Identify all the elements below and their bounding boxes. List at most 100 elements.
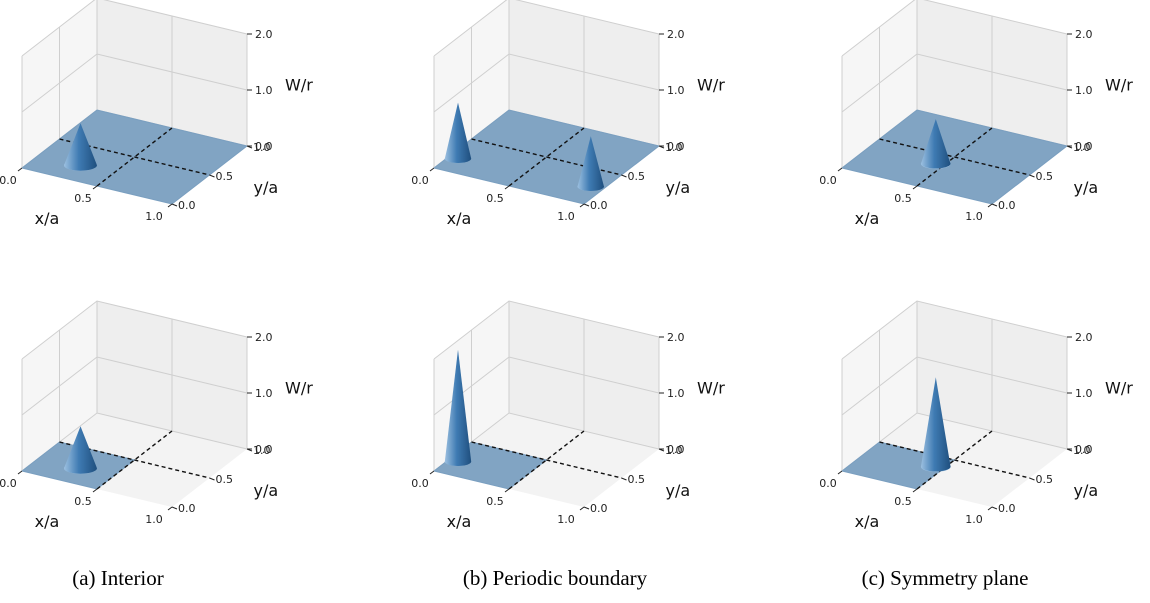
panel-1-2: 0.00.51.0x/a0.00.51.0y/a0.01.02.0W/r: [819, 300, 1133, 531]
cone-0: [444, 349, 472, 467]
x-tick-label: 1.0: [145, 513, 163, 526]
y-tick-mark: [621, 477, 627, 481]
z-tick-label: 0.0: [1075, 140, 1093, 153]
x-tick-label: 0.0: [411, 477, 429, 490]
y-tick-label: 0.5: [216, 170, 234, 183]
x-tick-label: 0.0: [819, 477, 837, 490]
cone-body: [444, 349, 472, 467]
y-tick-label: 0.0: [590, 199, 608, 212]
z-tick-label: 2.0: [255, 331, 273, 344]
dashed-line-x: [96, 430, 173, 490]
panel-0-0: 0.00.51.0x/a0.00.51.0y/a0.01.02.0W/r: [0, 0, 313, 228]
y-tick-label: 0.5: [628, 170, 646, 183]
dashed-line-x: [508, 127, 585, 187]
x-tick-label: 0.0: [0, 477, 17, 490]
caption-1: (b) Periodic boundary: [463, 566, 648, 590]
z-tick-label: 1.0: [667, 387, 685, 400]
dashed-line-x: [916, 430, 993, 490]
y-tick-label: 0.0: [998, 199, 1016, 212]
z-tick-label: 0.0: [255, 443, 273, 456]
dashed-line-x: [508, 430, 585, 490]
y-tick-mark: [171, 506, 178, 510]
cone-0: [444, 102, 472, 163]
y-tick-label: 0.0: [998, 502, 1016, 515]
cone-1: [577, 136, 604, 192]
x-tick-label: 0.5: [74, 192, 92, 205]
x-axis-label: x/a: [855, 209, 880, 228]
panel-0-2: 0.00.51.0x/a0.00.51.0y/a0.01.02.0W/r: [819, 0, 1133, 228]
x-tick-mark: [579, 506, 585, 511]
z-tick-label: 1.0: [1075, 387, 1093, 400]
x-tick-mark: [837, 470, 843, 475]
pane-edge: [433, 0, 660, 57]
cone-body: [920, 377, 951, 472]
x-tick-mark: [17, 470, 23, 475]
y-tick-mark: [583, 506, 590, 510]
dashed-line-x: [96, 127, 173, 187]
x-tick-label: 0.5: [74, 495, 92, 508]
y-tick-label: 0.5: [216, 473, 234, 486]
cone-body: [64, 426, 97, 474]
panel-1-1: 0.00.51.0x/a0.00.51.0y/a0.01.02.0W/r: [411, 300, 725, 531]
x-tick-label: 0.0: [0, 174, 17, 187]
x-tick-label: 1.0: [557, 210, 575, 223]
y-axis-label: y/a: [666, 178, 691, 197]
cone-0: [64, 123, 97, 171]
y-axis-label: y/a: [254, 481, 279, 500]
x-tick-label: 0.0: [819, 174, 837, 187]
cone-body: [444, 102, 472, 163]
x-tick-mark: [167, 506, 173, 511]
x-tick-mark: [429, 167, 435, 172]
x-tick-mark: [987, 203, 993, 208]
x-tick-label: 0.5: [486, 495, 504, 508]
dashed-line-y: [879, 138, 1030, 176]
x-tick-label: 1.0: [145, 210, 163, 223]
x-tick-label: 1.0: [557, 513, 575, 526]
z-tick-label: 2.0: [667, 331, 685, 344]
z-tick-label: 0.0: [667, 443, 685, 456]
x-tick-label: 0.5: [486, 192, 504, 205]
z-axis-label: W/r: [285, 75, 313, 94]
x-tick-mark: [92, 488, 98, 493]
y-tick-label: 1.0: [665, 141, 683, 154]
dashed-line-y: [471, 441, 622, 479]
y-tick-label: 1.0: [1073, 444, 1091, 457]
x-tick-mark: [504, 185, 510, 190]
dashed-line-y: [59, 441, 210, 479]
z-tick-label: 1.0: [1075, 84, 1093, 97]
x-tick-label: 0.0: [411, 174, 429, 187]
z-tick-label: 2.0: [1075, 331, 1093, 344]
x-tick-label: 0.5: [894, 495, 912, 508]
y-tick-label: 0.0: [178, 502, 196, 515]
pane-edge: [841, 0, 1068, 57]
z-tick-label: 2.0: [255, 28, 273, 41]
y-tick-label: 1.0: [665, 444, 683, 457]
y-tick-mark: [991, 506, 998, 510]
x-tick-label: 0.5: [894, 192, 912, 205]
x-axis-label: x/a: [35, 512, 60, 531]
y-tick-label: 1.0: [1073, 141, 1091, 154]
z-tick-label: 1.0: [255, 84, 273, 97]
z-tick-label: 2.0: [1075, 28, 1093, 41]
y-tick-label: 0.0: [590, 502, 608, 515]
x-tick-mark: [912, 185, 918, 190]
x-axis-label: x/a: [35, 209, 60, 228]
cone-body: [577, 136, 604, 192]
y-tick-mark: [209, 477, 215, 481]
z-tick-label: 2.0: [667, 28, 685, 41]
y-tick-label: 1.0: [253, 141, 271, 154]
dashed-line-x: [916, 127, 993, 187]
z-tick-label: 1.0: [667, 84, 685, 97]
cone-0: [64, 426, 97, 474]
z-axis-label: W/r: [697, 75, 725, 94]
x-tick-mark: [912, 488, 918, 493]
y-axis-label: y/a: [666, 481, 691, 500]
y-tick-label: 0.0: [178, 199, 196, 212]
y-tick-mark: [1029, 174, 1035, 178]
x-tick-mark: [504, 488, 510, 493]
panel-1-0: 0.00.51.0x/a0.00.51.0y/a0.01.02.0W/r: [0, 300, 313, 531]
z-axis-label: W/r: [1105, 75, 1133, 94]
pane-edge: [21, 0, 248, 57]
caption-2: (c) Symmetry plane: [862, 566, 1029, 590]
